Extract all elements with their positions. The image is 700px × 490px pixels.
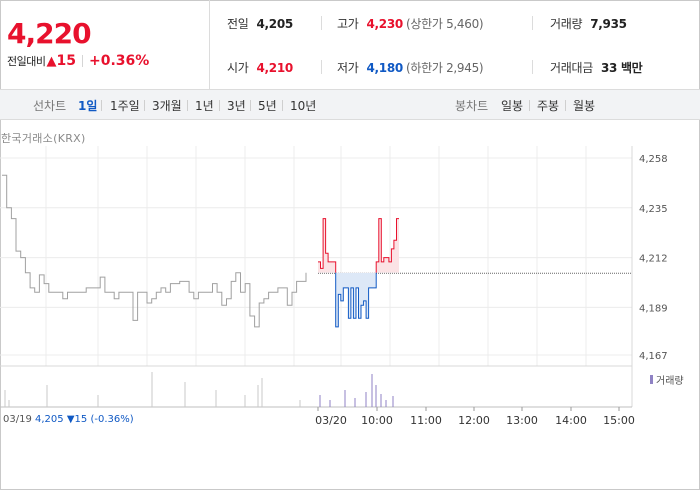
divider [321,16,322,30]
stat-amount: 거래대금 33 백만 [550,59,643,76]
x-tick-label: 15:00 [603,414,635,427]
period-1w[interactable]: 1주일 [110,99,140,113]
period-5y[interactable]: 5년 [258,99,277,113]
current-price: 4,220 [7,17,92,50]
stat-label: 저가 [337,61,359,75]
stat-label: 시가 [227,61,249,75]
quote-header: 4,220 전일대비 ▲ 15 +0.36% 전일 4,205 고가 4,230 (상… [0,0,700,89]
period-1d[interactable]: 1일 [78,99,98,113]
stat-value: 4,230 [366,17,403,31]
divider [321,60,322,74]
price-summary: 4,220 전일대비 ▲ 15 +0.36% [0,0,210,89]
stat-label: 거래대금 [550,61,593,75]
change-label: 전일대비 [7,55,46,68]
x-tick-label: 10:00 [361,414,393,427]
stat-label: 거래량 [550,17,583,31]
y-tick-label: 4,167 [639,351,668,362]
x-tick-label: 14:00 [555,414,587,427]
y-tick-label: 4,235 [639,204,668,215]
x-tick-label: 12:00 [458,414,490,427]
stat-label: 전일 [227,17,249,31]
divider [532,16,533,30]
divider [532,60,533,74]
y-tick-label: 4,212 [639,254,668,265]
stat-value: 4,210 [256,61,293,75]
stat-label: 고가 [337,17,359,31]
divider [250,100,251,111]
divider [101,100,102,111]
divider [282,100,283,111]
stat-prev-close: 전일 4,205 [227,15,293,32]
exchange-label: 한국거래소(KRX) [1,132,86,145]
today-up-line [318,218,399,273]
divider [144,100,145,111]
divider [187,100,188,111]
prev-day-date: 03/19 [3,414,32,425]
candle-monthly[interactable]: 월봉 [573,99,596,113]
stat-open: 시가 4,210 [227,59,293,76]
candle-weekly[interactable]: 주봉 [537,99,560,113]
legend-label: 거래량 [656,376,684,387]
period-10y[interactable]: 10년 [290,99,317,113]
line-chart-label: 선차트 [33,99,67,113]
stat-value: 7,935 [590,17,627,31]
stat-value: 33 백만 [600,61,643,75]
volume-legend: 거래량 [650,372,684,387]
period-1y[interactable]: 1년 [195,99,214,113]
prev-day-pct: (-0.36%) [90,414,134,425]
period-3y[interactable]: 3년 [227,99,246,113]
chart-toolbar: 선차트 1일 1주일 3개월 1년 3년 5년 10년 봉차트 일봉 주봉 월봉 [0,89,700,120]
prev-day-price: 4,205 [35,414,64,425]
stat-sub: (상한가 5,460) [405,17,484,31]
prev-day-info: 03/19 4,205 ▼15 (-0.36%) [3,414,134,425]
stat-volume: 거래량 7,935 [550,15,627,32]
change-percent: +0.36% [88,53,150,69]
x-tick-label: 13:00 [506,414,538,427]
stat-value: 4,180 [366,61,403,75]
legend-swatch [650,375,653,384]
stat-low: 저가 4,180 (하한가 2,945) [337,59,484,76]
period-3m[interactable]: 3개월 [152,99,182,113]
x-tick-label: 11:00 [410,414,442,427]
change-row: 전일대비 ▲ 15 +0.36% [7,53,149,69]
up-triangle-icon: ▲ [46,53,57,69]
candle-daily[interactable]: 일봉 [501,99,524,113]
stat-high: 고가 4,230 (상한가 5,460) [337,15,484,32]
today-down-line [335,272,377,328]
x-tick-label: 03/20 [315,414,347,427]
y-tick-label: 4,258 [639,154,668,165]
stat-sub: (하한가 2,945) [405,61,484,75]
prev-day-change: ▼15 [66,414,88,425]
divider [81,55,83,67]
candle-chart-label: 봉차트 [455,99,489,113]
today-up-area [318,218,399,273]
divider [529,100,530,111]
stat-value: 4,205 [256,17,293,31]
divider [219,100,220,111]
prev-day-line [2,174,307,328]
change-value: 15 [56,53,76,69]
y-tick-label: 4,189 [639,303,668,314]
divider [565,100,566,111]
